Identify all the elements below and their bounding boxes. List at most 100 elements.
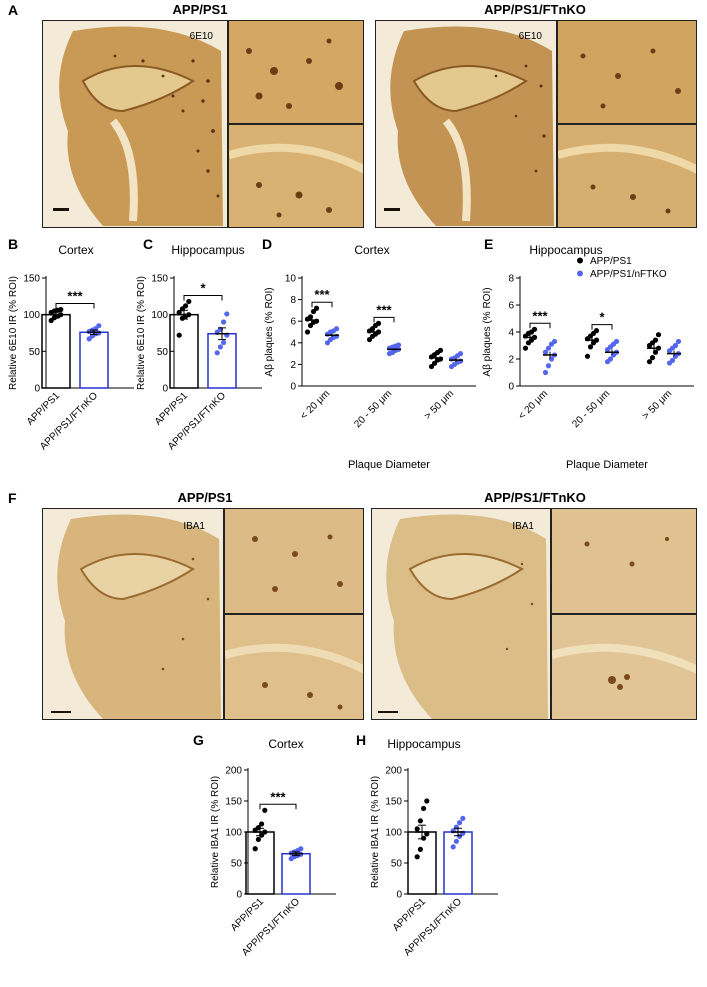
chart-h: Hippocampus 0 50 100 150 200 Relative IBA1 IR … <box>370 737 498 958</box>
significance-stars: * <box>200 280 206 295</box>
micrograph-a-right-zoom-hippocampus <box>557 124 697 228</box>
significance-stars: *** <box>270 789 286 804</box>
y-tick-label: 150 <box>151 274 168 285</box>
y-tick-label: 2 <box>508 355 514 366</box>
data-point <box>255 836 261 843</box>
micrograph-a-right-zoom-cortex <box>557 20 697 124</box>
x-axis-label: Plaque Diameter <box>348 459 430 471</box>
legend-marker <box>577 270 583 277</box>
x-tick-label: APP/PS1 <box>391 896 429 934</box>
data-point <box>298 846 304 852</box>
micrograph-a-left-whole: 6E10 <box>42 20 228 228</box>
data-point <box>375 320 382 326</box>
legend-marker <box>577 257 583 264</box>
data-point <box>58 306 64 313</box>
zoom-cortex-svg <box>584 537 669 567</box>
data-point <box>186 298 192 305</box>
y-tick-label: 6 <box>508 301 514 312</box>
panel-letter-a: A <box>8 2 19 18</box>
data-point <box>675 338 682 345</box>
y-tick-label: 50 <box>391 859 403 870</box>
significance-bracket <box>183 294 223 301</box>
chart-g: Cortex 0 50 100 150 200 Relative IBA1 IR (% RO… <box>210 737 336 958</box>
data-point <box>252 846 258 852</box>
micrograph-f-left-zoom-cortex <box>224 508 364 614</box>
data-point <box>542 369 549 376</box>
y-tick-label: 50 <box>157 347 169 358</box>
stain-label-6e10: 6E10 <box>518 31 542 42</box>
panel-letter-g: G <box>193 732 204 748</box>
data-point <box>417 846 423 852</box>
significance-stars: *** <box>532 308 548 323</box>
y-tick-label: 8 <box>290 295 296 306</box>
significance-bracket <box>373 316 395 323</box>
legend-label: APP/PS1 <box>590 256 632 267</box>
panel-letter-f: F <box>8 490 17 506</box>
y-axis-label: Relative IBA1 IR (% ROI) <box>210 776 221 888</box>
data-point <box>224 311 230 317</box>
panel-letter-h: H <box>356 732 367 748</box>
data-point <box>437 347 444 353</box>
micrograph-f-right-whole: IBA1 <box>371 508 551 720</box>
panel-letter-e: E <box>484 236 494 252</box>
y-tick-label: 150 <box>385 797 402 808</box>
significance-bracket <box>55 303 95 309</box>
panel-letter-d: D <box>262 236 273 252</box>
panel-letter-c: C <box>143 236 154 252</box>
section-a-right-title: APP/PS1/FTnKO <box>484 2 586 17</box>
stain-label-iba1: IBA1 <box>512 521 534 532</box>
data-point <box>542 349 549 355</box>
chart-title: Hippocampus <box>529 243 602 257</box>
data-point <box>460 815 466 821</box>
micrograph-f-right-zoom-cortex <box>551 508 697 614</box>
y-tick-label: 200 <box>225 766 242 777</box>
x-tick-label: < 20 μm <box>298 388 332 422</box>
brain-section-svg <box>57 514 222 719</box>
y-tick-label: 0 <box>162 384 168 395</box>
data-point <box>262 807 268 813</box>
data-point <box>453 838 459 844</box>
scale-bar <box>384 208 400 211</box>
data-point <box>655 332 662 338</box>
chart-title: Cortex <box>268 737 303 751</box>
data-point <box>450 844 456 850</box>
significance-bracket <box>529 322 551 329</box>
zoom-cortex-svg <box>580 48 681 109</box>
significance-stars: *** <box>314 287 330 302</box>
y-tick-label: 6 <box>290 317 296 328</box>
micrograph-a-left-zoom-hippocampus <box>228 124 364 228</box>
legend-label: APP/PS1/nFTKO <box>590 269 667 280</box>
significance-bracket <box>591 324 613 330</box>
brain-section-svg <box>59 26 223 226</box>
data-point <box>313 305 320 311</box>
y-tick-label: 100 <box>385 828 402 839</box>
y-axis-label: Aβ plaques (% ROI) <box>264 287 275 376</box>
data-point <box>417 818 423 824</box>
chart-title: Hippocampus <box>171 243 244 257</box>
y-tick-label: 200 <box>385 766 402 777</box>
y-tick-label: 2 <box>290 360 296 371</box>
y-tick-label: 0 <box>396 890 402 901</box>
y-axis-label: Relative 6E10 IR (% ROI) <box>136 276 147 390</box>
micrograph-a-right-whole: 6E10 <box>375 20 557 228</box>
chart-title: Cortex <box>58 243 93 257</box>
section-a-left-title: APP/PS1 <box>172 2 228 17</box>
micrograph-f-left-whole: IBA1 <box>42 508 224 720</box>
data-point <box>424 798 430 804</box>
y-axis-label: Relative IBA1 IR (% ROI) <box>370 776 381 888</box>
x-tick-label: APP/PS1 <box>25 390 63 428</box>
y-tick-label: 0 <box>236 890 242 901</box>
data-point <box>395 342 402 348</box>
micrograph-f-right-zoom-hippocampus <box>551 614 697 720</box>
x-tick-label: < 20 μm <box>516 388 550 422</box>
chart-title: Cortex <box>354 243 389 257</box>
y-tick-label: 0 <box>34 384 40 395</box>
data-point <box>531 326 538 332</box>
zoom-cortex-svg <box>252 534 343 592</box>
x-tick-label: 20 - 50 μm <box>352 388 394 430</box>
significance-stars: *** <box>67 289 83 304</box>
data-point <box>545 363 552 369</box>
data-point <box>545 345 552 351</box>
data-point <box>214 350 220 356</box>
data-point <box>221 339 227 346</box>
